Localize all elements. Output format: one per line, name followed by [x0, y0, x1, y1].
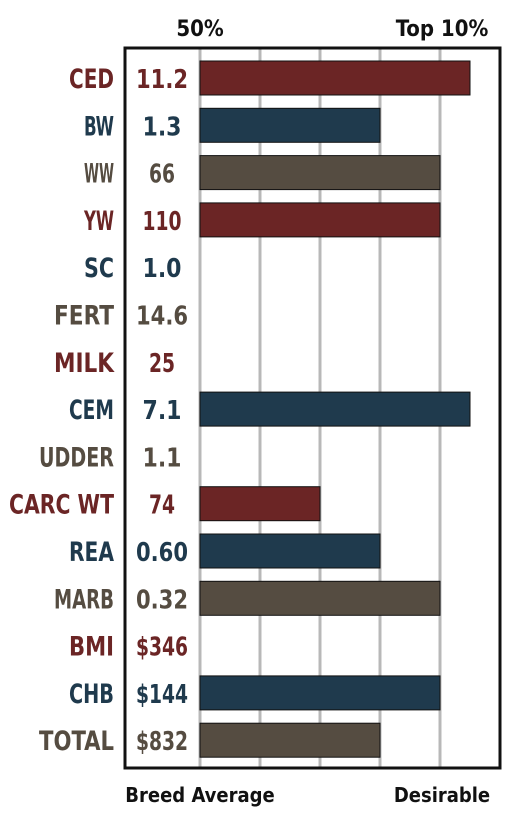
value-label: 1.1 — [143, 443, 182, 473]
bar-rea — [199, 533, 381, 569]
bar-carc-wt — [199, 486, 321, 522]
header-top-10-percent: Top 10% — [396, 17, 489, 42]
chart-frame — [123, 46, 502, 770]
value-label: 66 — [149, 160, 175, 190]
bar-cem — [199, 391, 471, 427]
value-label: 11.2 — [136, 65, 188, 95]
bar-ww — [199, 155, 441, 191]
value-label: 74 — [149, 491, 175, 521]
bar-ced — [199, 60, 471, 96]
value-label: $346 — [136, 633, 188, 663]
value-label: 0.32 — [136, 585, 188, 615]
footer-desirable: Desirable — [394, 783, 490, 807]
value-label: 1.0 — [143, 254, 182, 284]
trait-label: MARB — [54, 584, 114, 615]
trait-label: FERT — [54, 301, 114, 332]
value-label: 7.1 — [143, 396, 182, 426]
trait-label: MILK — [54, 348, 115, 379]
value-label: $144 — [136, 680, 188, 710]
trait-label: SC — [84, 253, 114, 284]
trait-label: CEM — [69, 395, 114, 426]
trait-label: WW — [84, 159, 114, 190]
bar-chb — [199, 675, 441, 711]
bar-bw — [199, 107, 381, 143]
trait-label: CARC WT — [9, 490, 114, 521]
trait-label: UDDER — [39, 442, 114, 473]
value-label: 25 — [149, 349, 175, 379]
bars — [199, 60, 471, 758]
header-50-percent: 50% — [176, 17, 224, 42]
trait-label: TOTAL — [39, 726, 114, 757]
trait-label: YW — [83, 206, 114, 237]
value-label: 0.60 — [136, 538, 188, 568]
value-label: $832 — [136, 727, 188, 757]
trait-label: CED — [69, 64, 114, 95]
trait-label: BMI — [69, 632, 114, 663]
trait-label: CHB — [69, 679, 114, 710]
value-label: 14.6 — [136, 302, 188, 332]
footer-breed-average: Breed Average — [125, 783, 274, 807]
bar-total — [199, 722, 381, 758]
trait-label: BW — [84, 111, 114, 142]
trait-label: REA — [69, 537, 114, 568]
row-labels: CED 11.2 BW 1.3 WW 66 YW 110 SC 1.0 FERT 14.6 MILK 25… — [9, 64, 188, 757]
bar-marb — [199, 580, 441, 616]
bar-yw — [199, 202, 441, 238]
value-label: 1.3 — [143, 112, 182, 142]
value-label: 110 — [143, 207, 182, 237]
